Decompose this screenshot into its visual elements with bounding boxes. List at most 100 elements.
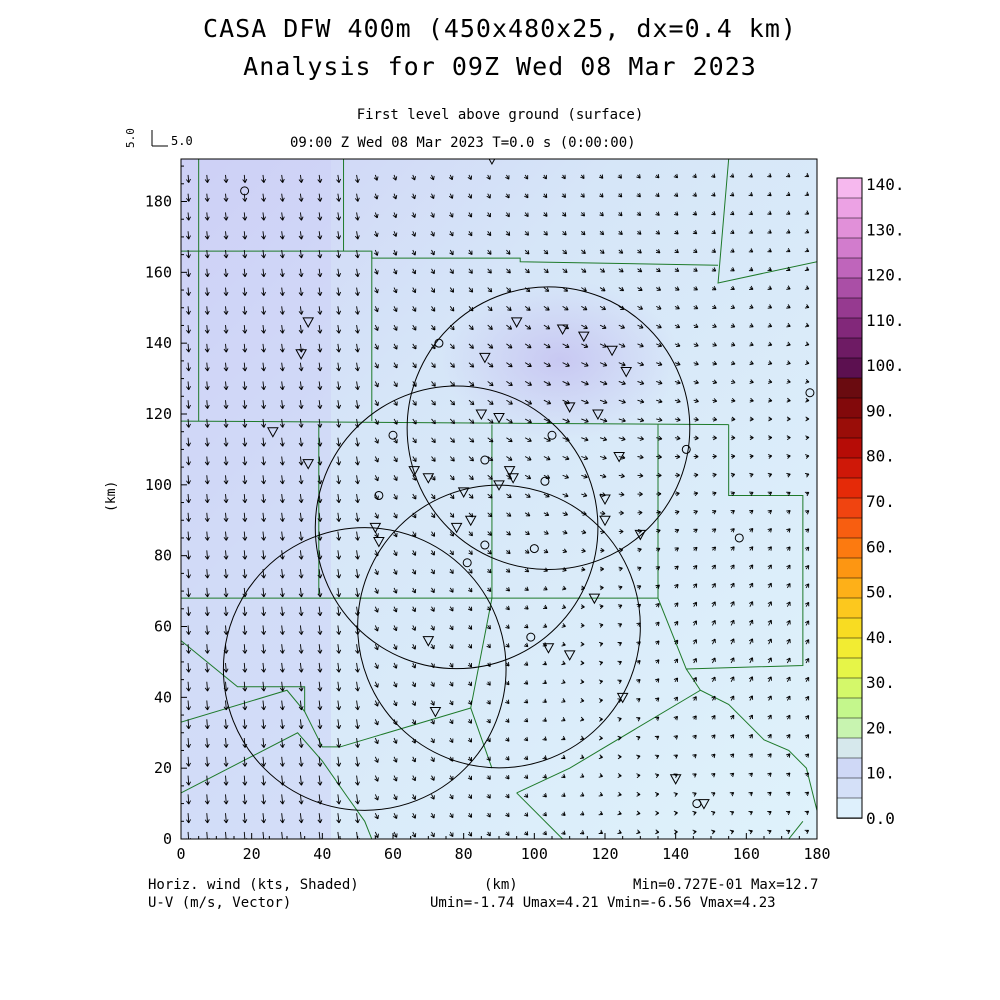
- wind-vector: [599, 268, 606, 273]
- wind-vector: [467, 662, 472, 668]
- wind-vector: [617, 735, 622, 741]
- wind-vector: [598, 679, 604, 685]
- wind-vector: [487, 249, 492, 255]
- y-tick-label: 80: [154, 547, 172, 565]
- wind-vector: [786, 379, 791, 384]
- wind-vector: [804, 510, 810, 515]
- x-tick-label: 40: [313, 845, 331, 863]
- wind-vector: [317, 587, 323, 598]
- colorbar: 140. 130. 120. 110. 100. 90. 80. 70. 60. 50. 40. 30…: [836, 175, 905, 828]
- wind-vector: [204, 606, 210, 617]
- wind-vector: [354, 249, 360, 259]
- wind-vector: [298, 381, 304, 391]
- wind-vector: [486, 794, 491, 799]
- wind-vector: [805, 639, 810, 645]
- wind-vector: [505, 662, 510, 667]
- wind-vector: [486, 193, 491, 199]
- wind-vector: [186, 625, 191, 635]
- wind-vector: [317, 362, 323, 372]
- wind-vector: [242, 306, 248, 315]
- wind-vector: [618, 380, 626, 386]
- wind-vector: [393, 343, 398, 350]
- wind-vector: [298, 775, 304, 786]
- wind-vector: [637, 361, 645, 367]
- wind-vector: [693, 435, 699, 441]
- wind-vector: [431, 456, 436, 462]
- wind-vector: [524, 474, 532, 480]
- wind-vector: [449, 719, 454, 725]
- wind-vector: [637, 343, 644, 348]
- wind-vector: [223, 231, 229, 240]
- wind-vector: [430, 306, 436, 312]
- wind-vector: [223, 512, 229, 522]
- wind-vector: [561, 754, 566, 760]
- wind-vector: [598, 660, 604, 666]
- wind-vector: [261, 756, 267, 767]
- wind-vector: [336, 400, 342, 409]
- wind-vector: [261, 512, 267, 522]
- wind-vector: [373, 174, 379, 181]
- wind-vector: [786, 714, 791, 720]
- wind-vector: [579, 754, 585, 759]
- wind-vector: [618, 324, 626, 329]
- wind-vector: [468, 474, 474, 481]
- wind-vector: [468, 550, 473, 555]
- wind-vector: [656, 454, 662, 460]
- wind-vector: [431, 324, 436, 331]
- wind-vector: [336, 625, 342, 635]
- wind-vector: [223, 719, 229, 730]
- wind-vector: [543, 324, 551, 330]
- wind-vector: [637, 398, 645, 404]
- wind-vector: [730, 619, 735, 626]
- wind-vector: [487, 474, 493, 480]
- colorbar-swatch: [836, 717, 863, 739]
- wind-vector: [298, 700, 304, 711]
- wind-vector: [204, 550, 210, 560]
- wind-vector: [749, 435, 754, 441]
- valid-time-label: 09:00 Z Wed 08 Mar 2023 T=0.0 s (0:00:00…: [290, 135, 636, 151]
- station-triangle-marker: [295, 349, 307, 360]
- wind-vector: [317, 681, 323, 692]
- wind-vector: [562, 455, 570, 461]
- wind-vector: [186, 475, 191, 485]
- wind-vector: [430, 625, 435, 631]
- wind-vector: [261, 531, 267, 541]
- wind-vector: [542, 679, 547, 685]
- station-circle-marker: [540, 476, 550, 486]
- wind-vector: [637, 417, 645, 423]
- wind-vector: [636, 622, 641, 627]
- wind-vector: [654, 735, 660, 741]
- wind-vector: [204, 475, 210, 485]
- colorbar-swatch: [836, 477, 863, 499]
- colorbar-swatch: [836, 337, 863, 359]
- wind-vector: [562, 437, 570, 442]
- wind-vector: [186, 268, 191, 278]
- wind-vector: [505, 624, 510, 629]
- wind-vector: [449, 794, 454, 800]
- wind-vector: [748, 582, 754, 589]
- wind-vector: [431, 343, 436, 350]
- wind-vector: [562, 418, 570, 424]
- wind-vector: [618, 529, 624, 534]
- wind-vector: [374, 812, 379, 820]
- colorbar-swatch: [836, 657, 863, 679]
- wind-vector: [562, 511, 569, 516]
- wind-vector: [674, 286, 680, 291]
- wind-vector: [374, 625, 379, 632]
- wind-vector: [711, 753, 716, 759]
- wind-vector: [392, 644, 398, 650]
- wind-vector: [693, 454, 699, 459]
- wind-vector: [430, 587, 435, 594]
- wind-vector: [785, 791, 791, 797]
- wind-vector: [449, 531, 455, 537]
- wind-vector: [430, 662, 435, 669]
- wind-vector: [186, 606, 191, 617]
- wind-vector: [392, 268, 398, 275]
- colorbar-label: 0.0: [866, 809, 895, 828]
- wind-vector: [786, 601, 791, 607]
- wind-vector: [656, 305, 662, 310]
- wind-vector: [186, 381, 191, 391]
- wind-vector: [204, 306, 210, 315]
- wind-vector: [524, 418, 532, 424]
- range-rings: [222, 286, 691, 811]
